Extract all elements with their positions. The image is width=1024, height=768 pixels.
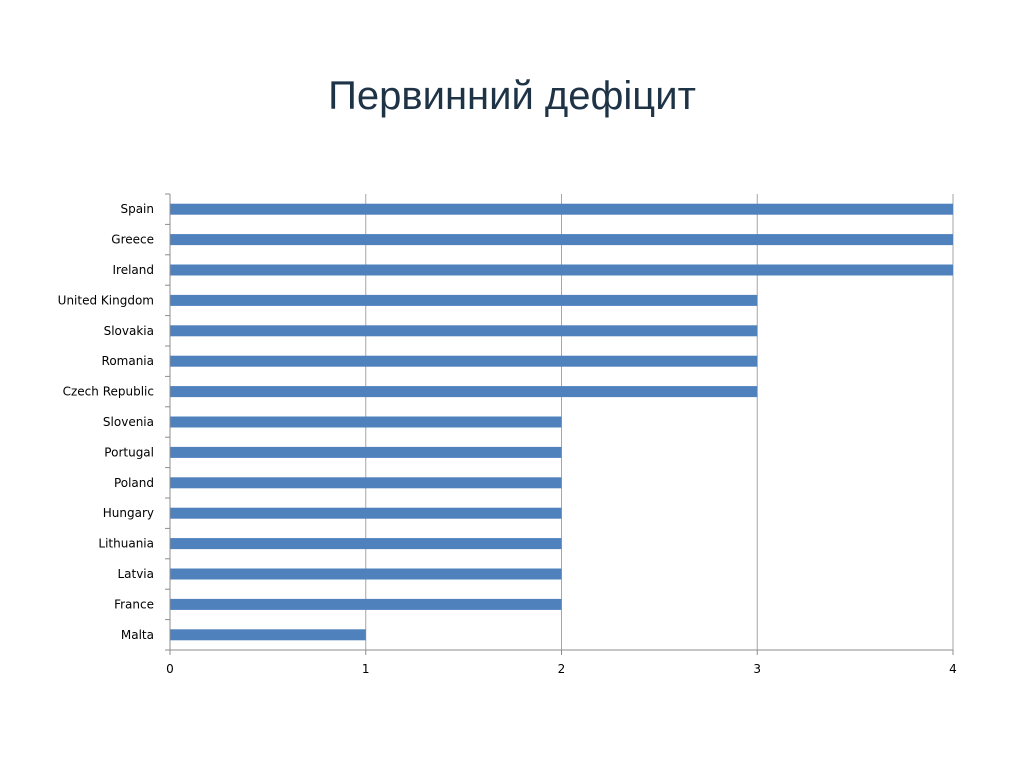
- x-tick-labels: 0 1 2 3 4: [166, 662, 957, 676]
- x-tick-label: 3: [753, 662, 761, 676]
- category-label: United Kingdom: [58, 293, 154, 307]
- bar: [170, 325, 758, 337]
- x-tick-label: 2: [558, 662, 566, 676]
- category-label: Slovakia: [104, 324, 154, 338]
- bar: [170, 446, 562, 458]
- category-label: Greece: [111, 233, 154, 247]
- bar: [170, 203, 953, 215]
- category-label: Latvia: [117, 567, 154, 581]
- category-label: Lithuania: [98, 537, 154, 551]
- category-label: Portugal: [104, 445, 154, 459]
- bar: [170, 538, 562, 550]
- category-label: Poland: [114, 476, 154, 490]
- category-label: Slovenia: [103, 415, 154, 429]
- category-labels: Spain Greece Ireland United Kingdom Slovakia…: [58, 202, 154, 642]
- bar: [170, 355, 758, 367]
- x-tick-label: 4: [949, 662, 957, 676]
- x-tick-label: 1: [362, 662, 370, 676]
- bar: [170, 294, 758, 306]
- axes: [165, 193, 954, 655]
- category-label: Spain: [120, 202, 154, 216]
- bar: [170, 568, 562, 580]
- bar: [170, 264, 953, 276]
- x-tick-label: 0: [166, 662, 174, 676]
- category-label: Ireland: [112, 263, 154, 277]
- bar: [170, 477, 562, 489]
- bars: [170, 203, 953, 641]
- category-label: France: [114, 597, 154, 611]
- bar: [170, 507, 562, 519]
- bar: [170, 234, 953, 246]
- bar: [170, 416, 562, 428]
- category-label: Malta: [121, 628, 154, 642]
- category-label: Czech Republic: [63, 385, 154, 399]
- bar: [170, 598, 562, 610]
- category-label: Romania: [102, 354, 154, 368]
- bar: [170, 629, 366, 641]
- category-label: Hungary: [103, 506, 154, 520]
- slide-title: Первинний дефіцит: [328, 74, 696, 118]
- bar: [170, 386, 758, 398]
